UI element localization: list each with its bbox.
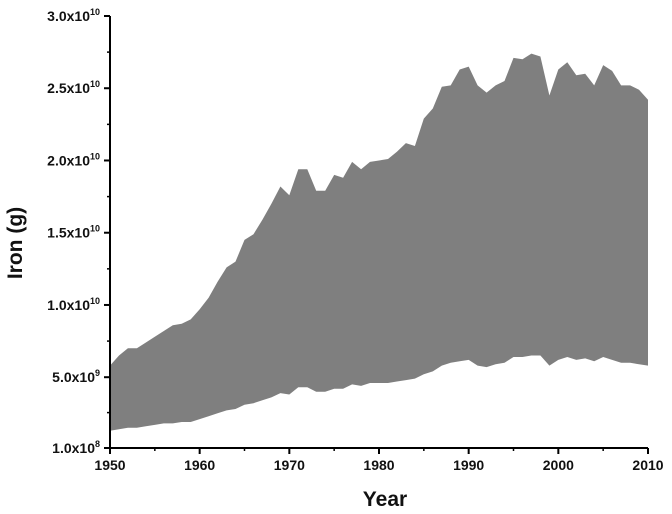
x-tick-label: 1980 — [363, 457, 394, 473]
y-tick-label: 1.0x1010 — [47, 296, 100, 313]
y-axis-title: Iron (g) — [4, 207, 27, 279]
x-tick-label: 1970 — [274, 457, 305, 473]
axes: 1950 1960 1970 1980 1990 2000 2010 1.0x108 5.0x… — [47, 7, 664, 473]
x-ticks: 1950 1960 1970 1980 1990 2000 2010 — [94, 448, 664, 473]
x-tick-label: 2010 — [632, 457, 663, 473]
iron-range-band — [110, 53, 648, 431]
y-tick-label: 2.5x1010 — [47, 79, 100, 96]
plot-area — [110, 53, 648, 431]
y-tick-label: 1.0x108 — [52, 439, 100, 456]
y-tick-label: 1.5x1010 — [47, 224, 100, 241]
y-tick-label: 2.0x1010 — [47, 151, 100, 168]
y-ticks: 1.0x108 5.0x109 1.0x1010 1.5x1010 2.0x1010 2.… — [47, 7, 110, 456]
x-axis-title: Year — [363, 488, 407, 511]
y-tick-label: 3.0x1010 — [47, 7, 100, 24]
x-tick-label: 1950 — [94, 457, 125, 473]
x-tick-label: 1960 — [184, 457, 215, 473]
y-tick-label: 5.0x109 — [52, 368, 100, 385]
x-tick-label: 2000 — [543, 457, 574, 473]
x-tick-label: 1990 — [453, 457, 484, 473]
